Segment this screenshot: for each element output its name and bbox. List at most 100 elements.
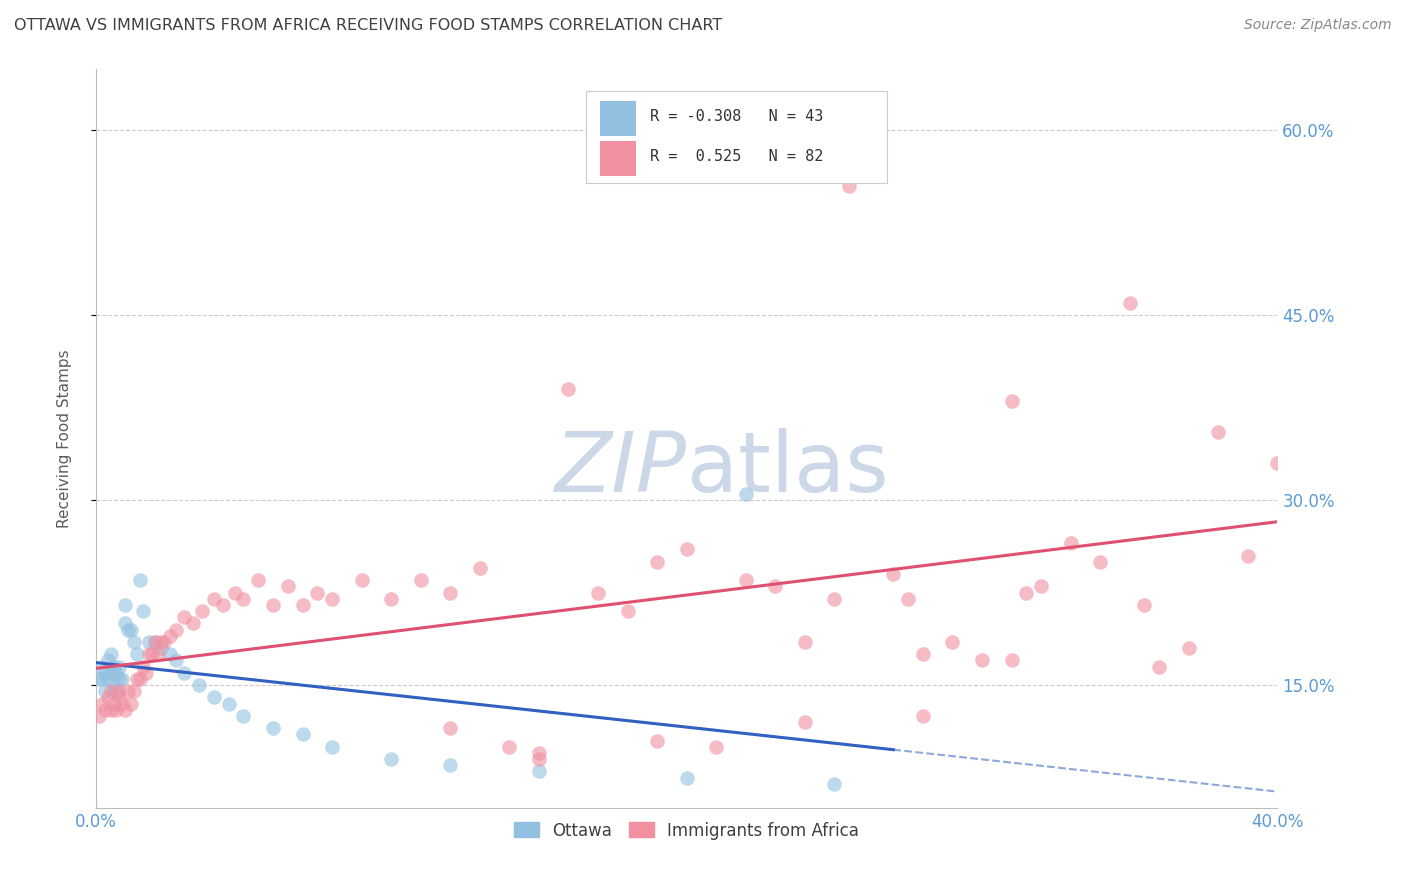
Point bbox=[763, 579, 786, 593]
Point bbox=[108, 659, 131, 673]
Point bbox=[103, 697, 125, 711]
Point bbox=[793, 715, 815, 730]
Text: R =  0.525   N = 82: R = 0.525 N = 82 bbox=[650, 149, 824, 164]
Point bbox=[127, 648, 149, 662]
Point bbox=[439, 585, 461, 599]
Bar bbox=[600, 101, 636, 136]
Point bbox=[97, 672, 120, 686]
Point bbox=[159, 648, 181, 662]
Point bbox=[143, 635, 166, 649]
Point bbox=[97, 653, 120, 667]
Point bbox=[93, 703, 115, 717]
Point bbox=[100, 665, 122, 680]
Point bbox=[439, 758, 461, 772]
Point bbox=[734, 574, 756, 588]
Point bbox=[143, 635, 166, 649]
Point bbox=[1178, 641, 1201, 656]
Point bbox=[173, 610, 195, 624]
Point bbox=[911, 709, 934, 723]
Point bbox=[90, 659, 112, 673]
Legend: Ottawa, Immigrants from Africa: Ottawa, Immigrants from Africa bbox=[509, 816, 865, 845]
Point bbox=[87, 709, 110, 723]
Point bbox=[409, 574, 432, 588]
Point bbox=[138, 648, 160, 662]
Text: Source: ZipAtlas.com: Source: ZipAtlas.com bbox=[1244, 18, 1392, 32]
Point bbox=[1029, 579, 1052, 593]
Point bbox=[224, 585, 246, 599]
Point bbox=[122, 684, 145, 698]
Point bbox=[838, 178, 860, 193]
Point bbox=[122, 635, 145, 649]
Point bbox=[173, 665, 195, 680]
Point bbox=[165, 623, 187, 637]
Point bbox=[114, 616, 136, 631]
Point bbox=[380, 752, 402, 766]
Point bbox=[87, 672, 110, 686]
Point bbox=[105, 665, 128, 680]
Point bbox=[527, 764, 550, 779]
Point bbox=[191, 604, 214, 618]
Point bbox=[941, 635, 963, 649]
Point bbox=[152, 635, 174, 649]
Point bbox=[439, 721, 461, 735]
Point bbox=[291, 598, 314, 612]
Point bbox=[111, 672, 134, 686]
Point bbox=[100, 684, 122, 698]
Point bbox=[734, 487, 756, 501]
Point bbox=[321, 739, 343, 754]
Point bbox=[823, 777, 845, 791]
Point bbox=[616, 604, 638, 618]
Point bbox=[557, 382, 579, 396]
Point bbox=[108, 684, 131, 698]
Point bbox=[247, 574, 270, 588]
Point bbox=[132, 659, 155, 673]
Point bbox=[218, 697, 240, 711]
Point bbox=[645, 555, 668, 569]
Point bbox=[262, 598, 284, 612]
Point bbox=[111, 697, 134, 711]
Point bbox=[127, 672, 149, 686]
Point bbox=[202, 591, 225, 606]
Point bbox=[129, 574, 152, 588]
Point bbox=[291, 727, 314, 741]
Point bbox=[165, 653, 187, 667]
Point bbox=[1237, 549, 1260, 563]
Point bbox=[1088, 555, 1111, 569]
Point bbox=[100, 648, 122, 662]
Point bbox=[1000, 653, 1022, 667]
Point bbox=[202, 690, 225, 705]
Point bbox=[105, 703, 128, 717]
Point bbox=[1118, 295, 1140, 310]
Point bbox=[93, 665, 115, 680]
Point bbox=[114, 703, 136, 717]
Point bbox=[105, 684, 128, 698]
Point bbox=[350, 574, 373, 588]
Point bbox=[380, 591, 402, 606]
Point bbox=[108, 672, 131, 686]
Point bbox=[100, 703, 122, 717]
Point bbox=[132, 604, 155, 618]
Point bbox=[188, 678, 211, 692]
Point bbox=[120, 697, 142, 711]
Point bbox=[852, 160, 875, 174]
Point bbox=[1000, 394, 1022, 409]
Point bbox=[897, 591, 920, 606]
Point bbox=[675, 542, 697, 557]
Point bbox=[586, 585, 609, 599]
Point bbox=[498, 739, 520, 754]
Point bbox=[117, 623, 139, 637]
Point bbox=[103, 678, 125, 692]
Point bbox=[97, 690, 120, 705]
Bar bbox=[586, 91, 887, 183]
Point bbox=[704, 739, 727, 754]
Point bbox=[90, 672, 112, 686]
Point bbox=[114, 598, 136, 612]
Point bbox=[970, 653, 993, 667]
Point bbox=[90, 697, 112, 711]
Point bbox=[159, 629, 181, 643]
Point bbox=[645, 733, 668, 747]
Point bbox=[882, 567, 904, 582]
Point bbox=[527, 746, 550, 760]
Point bbox=[135, 665, 157, 680]
Bar bbox=[600, 141, 636, 176]
